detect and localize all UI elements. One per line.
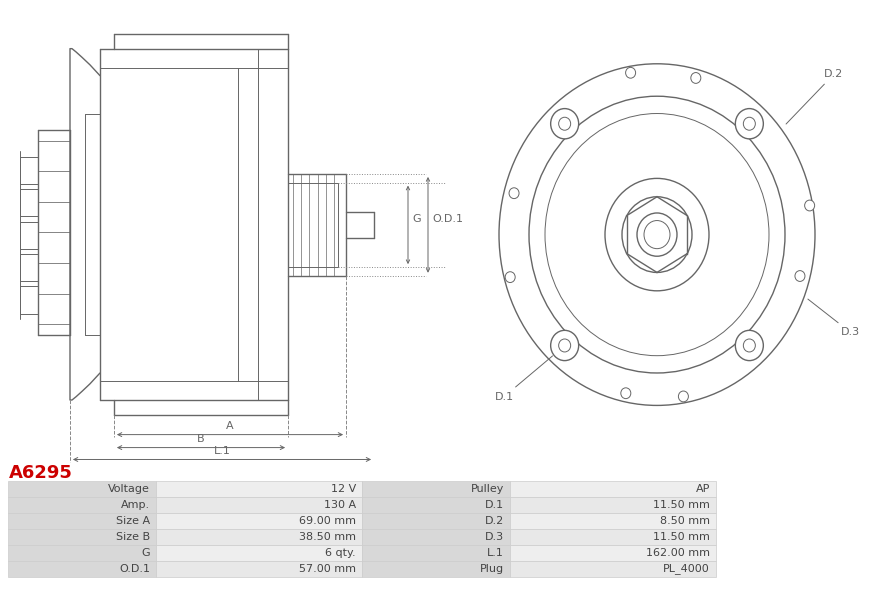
Bar <box>156 529 362 545</box>
Bar <box>156 497 362 513</box>
Text: L.1: L.1 <box>487 548 504 558</box>
Text: 130 A: 130 A <box>324 500 356 510</box>
Text: 6 qty.: 6 qty. <box>325 548 356 558</box>
Circle shape <box>545 113 769 356</box>
Text: 8.50 mm: 8.50 mm <box>660 516 710 526</box>
Bar <box>8 497 156 513</box>
Text: G: G <box>141 548 150 558</box>
Bar <box>8 513 156 529</box>
Text: 57.00 mm: 57.00 mm <box>299 564 356 574</box>
Circle shape <box>735 108 764 139</box>
Bar <box>362 513 510 529</box>
Text: A: A <box>226 421 234 432</box>
Circle shape <box>637 213 677 256</box>
Text: 38.50 mm: 38.50 mm <box>299 532 356 542</box>
Bar <box>510 497 716 513</box>
Text: Size A: Size A <box>116 516 150 526</box>
Circle shape <box>743 117 756 130</box>
Circle shape <box>795 271 805 281</box>
Text: D.2: D.2 <box>485 516 504 526</box>
Text: D.3: D.3 <box>485 532 504 542</box>
Text: 162.00 mm: 162.00 mm <box>646 548 710 558</box>
Circle shape <box>622 197 692 272</box>
Bar <box>156 545 362 561</box>
Bar <box>8 481 156 497</box>
Text: Amp.: Amp. <box>121 500 150 510</box>
Circle shape <box>605 178 709 291</box>
Bar <box>156 561 362 577</box>
Circle shape <box>499 64 815 405</box>
Text: Size B: Size B <box>116 532 150 542</box>
Text: Voltage: Voltage <box>108 484 150 494</box>
Text: 11.50 mm: 11.50 mm <box>653 532 710 542</box>
Bar <box>510 561 716 577</box>
Text: A6295: A6295 <box>9 464 73 482</box>
Circle shape <box>558 339 571 352</box>
Bar <box>8 529 156 545</box>
Circle shape <box>529 96 785 373</box>
Circle shape <box>509 188 519 198</box>
Bar <box>156 481 362 497</box>
Bar <box>8 561 156 577</box>
Bar <box>362 529 510 545</box>
Circle shape <box>626 67 636 78</box>
Text: D.3: D.3 <box>808 299 860 337</box>
Bar <box>156 513 362 529</box>
Text: L.1: L.1 <box>213 446 230 456</box>
Circle shape <box>505 272 516 283</box>
Circle shape <box>550 108 579 139</box>
Bar <box>362 481 510 497</box>
Text: D.2: D.2 <box>786 69 844 124</box>
Text: PL_4000: PL_4000 <box>663 564 710 575</box>
Text: B: B <box>197 434 204 445</box>
Bar <box>8 545 156 561</box>
Bar <box>510 545 716 561</box>
Text: Pulley: Pulley <box>470 484 504 494</box>
Text: 11.50 mm: 11.50 mm <box>653 500 710 510</box>
Text: 12 V: 12 V <box>331 484 356 494</box>
Bar <box>510 481 716 497</box>
Circle shape <box>678 391 688 402</box>
Text: Plug: Plug <box>480 564 504 574</box>
Circle shape <box>691 73 701 83</box>
Text: D.1: D.1 <box>485 500 504 510</box>
Circle shape <box>805 200 814 211</box>
Bar <box>362 545 510 561</box>
Bar <box>362 561 510 577</box>
Text: 69.00 mm: 69.00 mm <box>299 516 356 526</box>
Circle shape <box>735 330 764 361</box>
Text: O.D.1: O.D.1 <box>432 215 463 225</box>
Bar <box>510 513 716 529</box>
Circle shape <box>558 117 571 130</box>
Circle shape <box>644 221 670 249</box>
Circle shape <box>621 388 631 399</box>
Text: D.1: D.1 <box>494 356 553 402</box>
Text: O.D.1: O.D.1 <box>119 564 150 574</box>
Circle shape <box>743 339 756 352</box>
Text: AP: AP <box>695 484 710 494</box>
Bar <box>362 497 510 513</box>
Text: G: G <box>412 215 420 225</box>
Circle shape <box>550 330 579 361</box>
Bar <box>510 529 716 545</box>
